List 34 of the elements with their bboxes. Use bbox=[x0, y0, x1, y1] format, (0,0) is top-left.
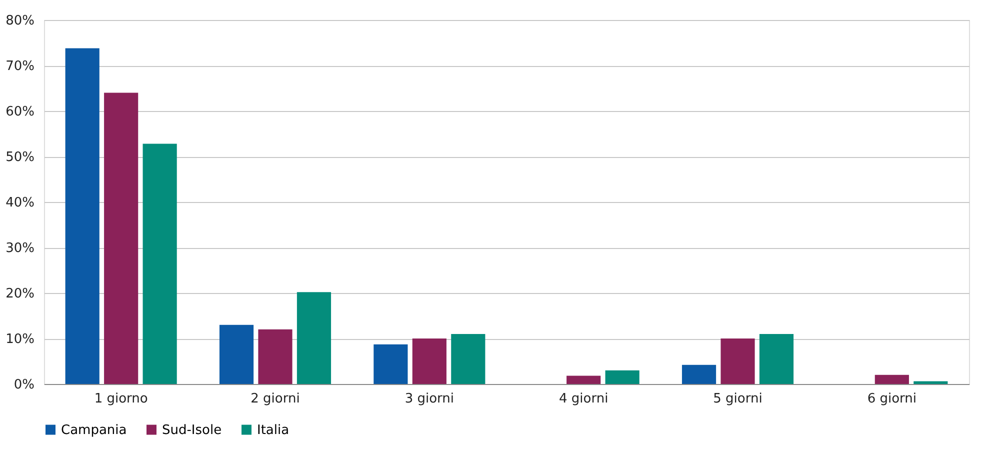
bar bbox=[258, 329, 292, 384]
y-tick-label: 60% bbox=[6, 104, 34, 120]
legend-label: Sud-Isole bbox=[162, 422, 222, 438]
bar bbox=[720, 338, 755, 384]
x-tick-label: 6 giorni bbox=[867, 392, 917, 406]
x-tick-label: 3 giorni bbox=[404, 392, 454, 406]
y-tick-label: 40% bbox=[6, 196, 34, 210]
bar bbox=[874, 374, 909, 384]
bar bbox=[914, 381, 948, 384]
x-tick-label: 1 giorno bbox=[94, 392, 148, 406]
y-tick-label: 30% bbox=[6, 241, 34, 256]
y-tick-label: 10% bbox=[6, 332, 34, 347]
legend-label: Campania bbox=[61, 422, 127, 438]
y-tick-label: 20% bbox=[6, 286, 34, 302]
bar bbox=[566, 376, 601, 384]
bar bbox=[759, 334, 794, 384]
y-tick-label: 70% bbox=[6, 59, 34, 74]
legend-label: Italia bbox=[257, 422, 290, 438]
bar bbox=[682, 364, 716, 384]
bar bbox=[104, 92, 138, 384]
x-tick-label: 2 giorni bbox=[250, 392, 300, 406]
bar bbox=[451, 334, 486, 384]
bar bbox=[219, 324, 254, 384]
bar bbox=[605, 370, 640, 384]
y-tick-label: 0% bbox=[14, 378, 34, 392]
bar bbox=[374, 344, 408, 384]
bar bbox=[412, 338, 446, 384]
y-tick-label: 50% bbox=[6, 150, 34, 165]
bar bbox=[65, 48, 100, 384]
bar bbox=[296, 292, 332, 384]
y-tick-label: 80% bbox=[6, 14, 34, 28]
x-tick-label: 5 giorni bbox=[713, 392, 762, 406]
bar bbox=[142, 144, 177, 384]
x-tick-label: 4 giorni bbox=[558, 392, 608, 406]
